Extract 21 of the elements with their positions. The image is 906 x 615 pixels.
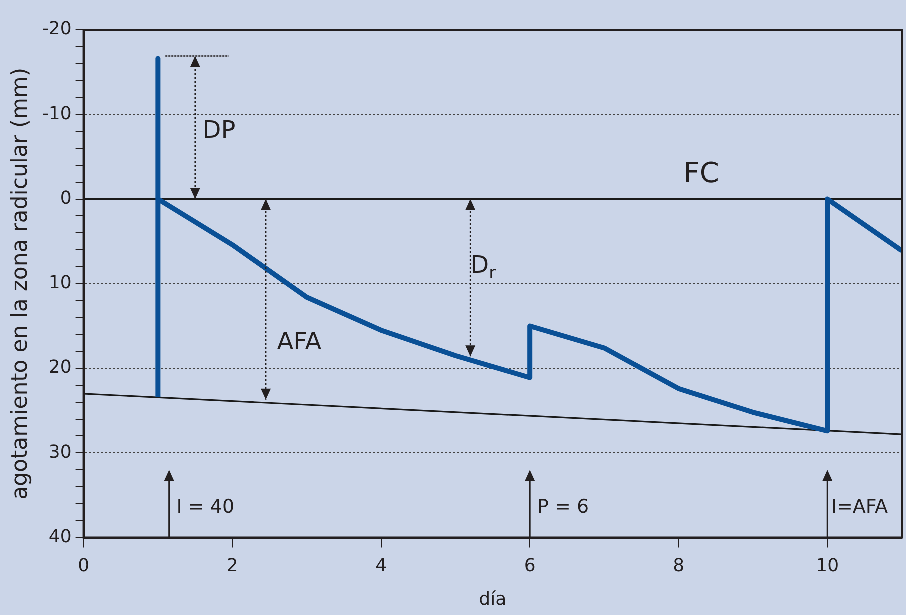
x-tick-label: 0 [78,555,90,576]
x-tick-label: 4 [376,555,388,576]
annotation: P = 6 [538,496,590,518]
y-tick-label: 20 [48,357,72,378]
annotation: I = 40 [176,496,235,518]
y-tick-label: -10 [42,103,72,124]
annotation: DP [202,116,236,144]
y-tick-label: -20 [42,18,72,40]
ref-line-label: FC [684,156,720,190]
y-tick-label: 10 [48,272,72,294]
y-tick-label: 30 [48,442,72,463]
y-tick-label: 40 [48,526,72,548]
x-axis-title: día [479,588,507,610]
y-axis-title: agotamiento en la zona radicular (mm) [8,68,33,500]
annotation: AFA [277,327,322,356]
x-tick-label: 8 [673,555,685,576]
x-tick-label: 6 [524,555,536,576]
x-tick-label: 2 [226,555,238,576]
y-tick-label: 0 [60,188,72,209]
annotation: I=AFA [831,496,888,518]
x-tick-label: 10 [816,555,840,576]
